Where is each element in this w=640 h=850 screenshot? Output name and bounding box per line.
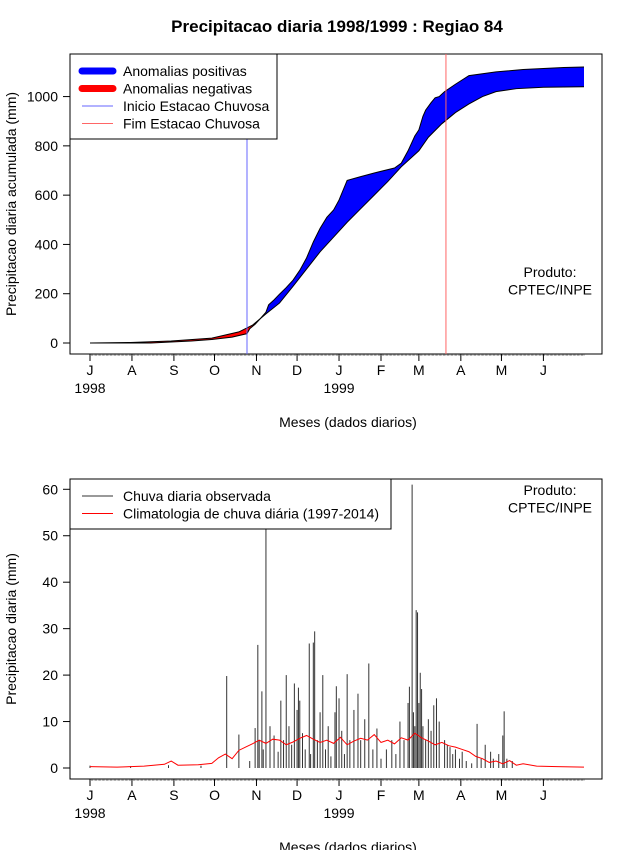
x-tick-label: J (87, 787, 94, 803)
product-label: CPTEC/INPE (508, 282, 592, 298)
y-tick-label: 400 (35, 236, 59, 252)
x-tick-label: F (377, 787, 386, 803)
y-axis-title: Precipitacao diaria (mm) (3, 553, 19, 705)
bottom-panel: 0 10 20 30 40 50 60 J A S O N D J F M A M J 1998 1999 Meses (… (3, 478, 603, 850)
year-label: 1999 (323, 380, 354, 396)
legend-label: Inicio Estacao Chuvosa (123, 98, 270, 114)
legend-label: Fim Estacao Chuvosa (123, 116, 260, 132)
x-tick-label: S (169, 787, 178, 803)
y-tick-label: 30 (42, 621, 58, 637)
x-tick-label: O (209, 787, 220, 803)
x-tick-label: A (127, 362, 137, 378)
year-label: 1999 (323, 805, 354, 821)
observed-cumulative-line (90, 66, 585, 344)
legend-box (69, 478, 392, 530)
y-axis-title: Precipitacao diaria acumulada (mm) (3, 92, 19, 316)
climatology-cumulative-line (89, 86, 585, 344)
legend-label: Chuva diaria observada (123, 488, 271, 504)
product-label: CPTEC/INPE (508, 500, 592, 516)
y-tick-label: 0 (50, 335, 58, 351)
year-label: 1998 (74, 380, 105, 396)
legend-label: Anomalias positivas (123, 63, 247, 79)
y-tick-label: 60 (42, 481, 58, 497)
x-tick-label: O (209, 362, 220, 378)
y-tick-label: 1000 (27, 89, 58, 105)
x-tick-label: J (540, 362, 547, 378)
year-label: 1998 (74, 805, 105, 821)
climatology-daily-line (89, 732, 585, 768)
x-tick-label: D (292, 787, 302, 803)
product-label: Produto: (524, 264, 577, 280)
x-tick-label: M (413, 362, 425, 378)
product-label: Produto: (524, 482, 577, 498)
x-tick-label: A (456, 787, 466, 803)
x-axis-title: Meses (dados diarios) (279, 414, 417, 430)
y-tick-label: 40 (42, 574, 58, 590)
x-tick-label: S (169, 362, 178, 378)
x-tick-label: A (456, 362, 466, 378)
y-tick-label: 200 (35, 286, 59, 302)
legend-label: Climatologia de chuva diária (1997-2014) (123, 506, 379, 522)
y-tick-label: 10 (42, 714, 58, 730)
y-tick-label: 800 (35, 138, 59, 154)
x-tick-label: N (251, 787, 261, 803)
x-tick-label: J (336, 787, 343, 803)
x-tick-label: J (87, 362, 94, 378)
top-panel: 0 200 400 600 800 1000 J A S O N D J F M A M J 1998 1999 Mes… (3, 53, 603, 430)
x-tick-label: M (496, 362, 508, 378)
y-tick-label: 0 (50, 760, 58, 776)
plot-frame (69, 53, 603, 355)
x-tick-label: M (496, 787, 508, 803)
y-tick-label: 50 (42, 528, 58, 544)
negative-anomaly-area (91, 318, 261, 343)
x-axis-title: Meses (dados diarios) (279, 839, 417, 850)
y-tick-label: 600 (35, 187, 59, 203)
x-tick-label: D (292, 362, 302, 378)
x-tick-label: N (251, 362, 261, 378)
y-tick-label: 20 (42, 667, 58, 683)
x-tick-label: J (540, 787, 547, 803)
x-tick-label: A (127, 787, 137, 803)
x-tick-label: J (336, 362, 343, 378)
legend-label: Anomalias negativas (123, 81, 252, 97)
x-tick-label: M (413, 787, 425, 803)
x-tick-label: F (377, 362, 386, 378)
chart-title: Precipitacao diaria 1998/1999 : Regiao 8… (171, 17, 503, 36)
